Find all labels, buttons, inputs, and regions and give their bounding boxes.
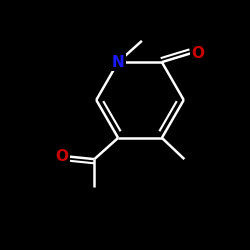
Text: O: O — [192, 46, 204, 61]
Text: O: O — [56, 149, 69, 164]
Text: N: N — [112, 54, 124, 70]
